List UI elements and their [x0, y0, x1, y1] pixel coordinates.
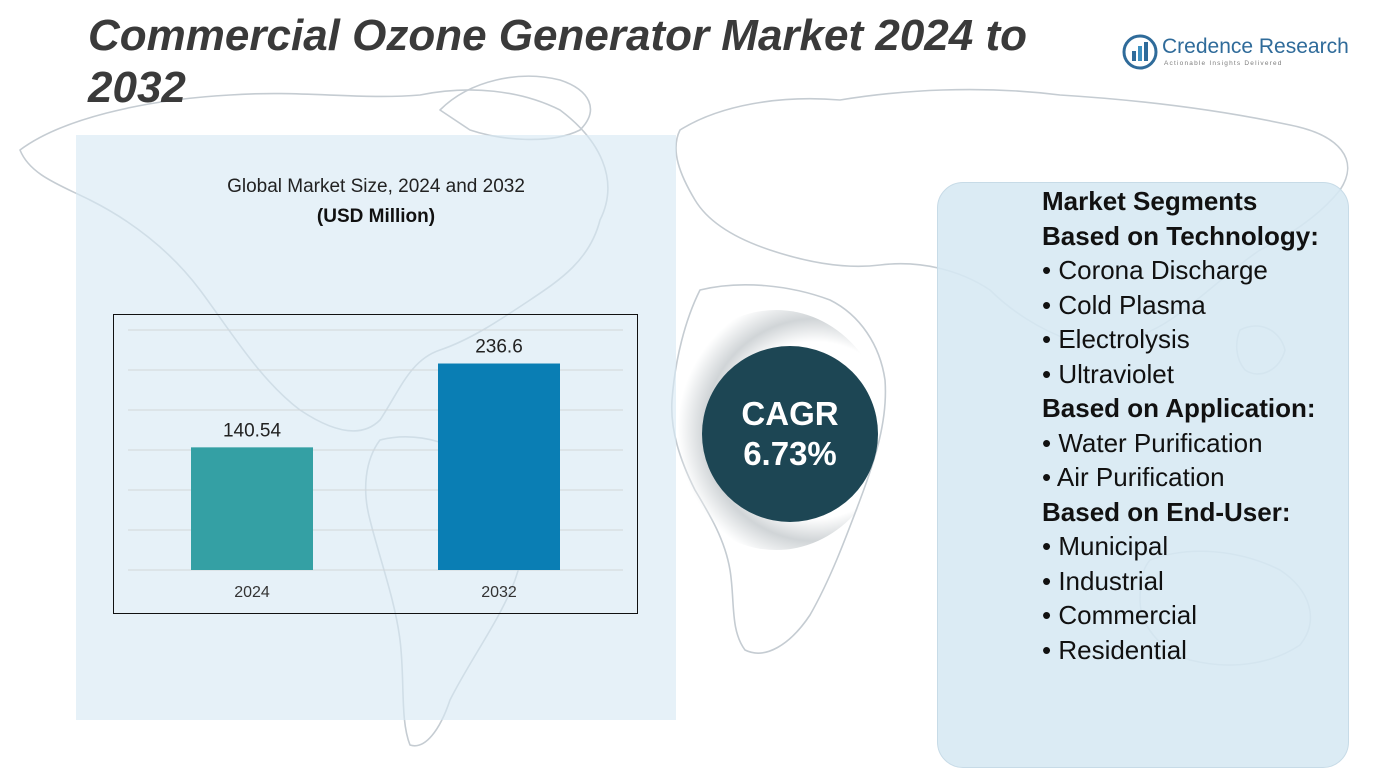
- segment-group-heading: Based on Technology:: [1042, 220, 1319, 251]
- chart-frame: [113, 314, 638, 614]
- data-label-2032: 236.6: [475, 337, 523, 358]
- segment-item: • Water Purification: [1042, 427, 1263, 458]
- bar-2032: [438, 363, 560, 570]
- segment-item-label: Commercial: [1058, 600, 1198, 630]
- page-title: Commercial Ozone Generator Market 2024 t…: [88, 11, 1027, 112]
- segment-item: • Industrial: [1042, 565, 1164, 596]
- segments-title: Market Segments: [1042, 186, 1258, 216]
- chart-panel: [76, 135, 676, 720]
- chart-unit-label: (USD Million): [316, 206, 436, 227]
- x-tick-label-2024: 2024: [234, 584, 270, 601]
- cagr-value: 6.73%: [743, 435, 837, 472]
- segment-item-label: Municipal: [1058, 531, 1169, 561]
- segment-item-label: Cold Plasma: [1058, 289, 1206, 320]
- segment-item-label: Ultraviolet: [1058, 358, 1174, 389]
- segment-item-label: Residential: [1058, 634, 1187, 665]
- segments-panel: [937, 182, 1349, 768]
- segment-item-label: Water Purification: [1058, 427, 1263, 458]
- segment-item-label: Electrolysis: [1058, 324, 1190, 354]
- segment-item-label: Corona Discharge: [1058, 255, 1268, 285]
- segment-item: • Municipal: [1042, 531, 1169, 561]
- brand-logo: Credence Research Actionable Insights De…: [1122, 34, 1362, 74]
- segment-item: • Cold Plasma: [1042, 289, 1206, 320]
- chart-title: Global Market Size, 2024 and 2032: [227, 176, 525, 197]
- segment-item: • Ultraviolet: [1042, 358, 1174, 389]
- brand-tagline: Actionable Insights Delivered: [1164, 60, 1283, 67]
- bar-chart-logo-icon: [1122, 34, 1158, 70]
- segment-item: • Residential: [1042, 634, 1187, 665]
- segment-item: • Electrolysis: [1042, 324, 1190, 354]
- bar-2024: [191, 447, 313, 570]
- brand-name: Credence Research: [1162, 35, 1349, 58]
- segment-group-heading: Based on Application:: [1042, 393, 1316, 423]
- data-label-2024: 140.54: [223, 420, 282, 441]
- x-tick-label-2032: 2032: [481, 584, 517, 601]
- bar-chart: 140.54 2024 236.6 2032: [128, 329, 623, 601]
- cagr-label: CAGR: [741, 395, 839, 432]
- segment-group-heading: Based on End-User:: [1042, 496, 1291, 527]
- segment-item-label: Air Purification: [1056, 462, 1225, 492]
- segments-list: Market Segments Based on Technology: • C…: [1042, 184, 1342, 667]
- segment-item-label: Industrial: [1058, 565, 1164, 596]
- segment-item: • Corona Discharge: [1042, 255, 1268, 285]
- cagr-badge: CAGR 6.73%: [702, 346, 878, 522]
- segment-item: • Commercial: [1042, 600, 1198, 630]
- segment-item: • Air Purification: [1042, 462, 1225, 492]
